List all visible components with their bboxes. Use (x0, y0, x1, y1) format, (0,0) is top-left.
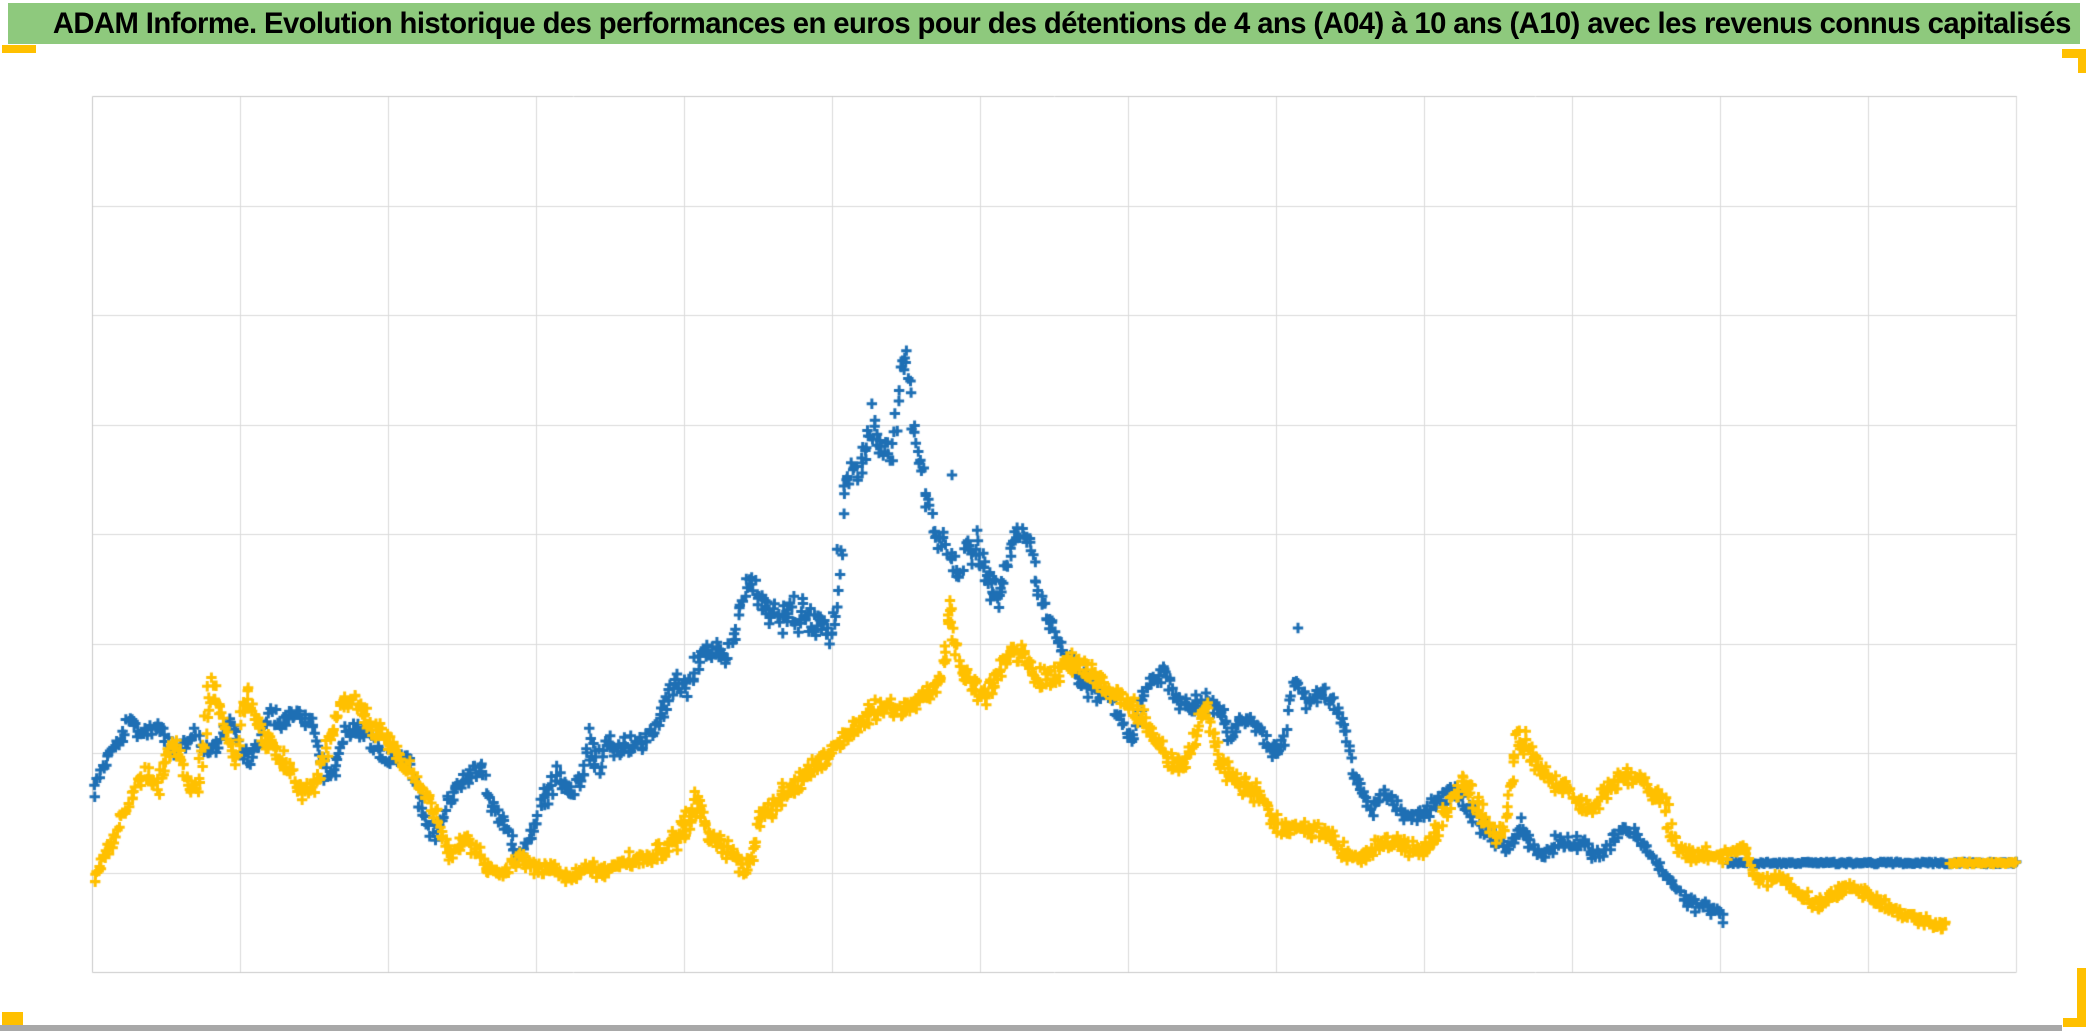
slide-canvas: ADAM Informe. Evolution historique des p… (0, 0, 2086, 1031)
performance-scatter-chart (0, 0, 2086, 1031)
